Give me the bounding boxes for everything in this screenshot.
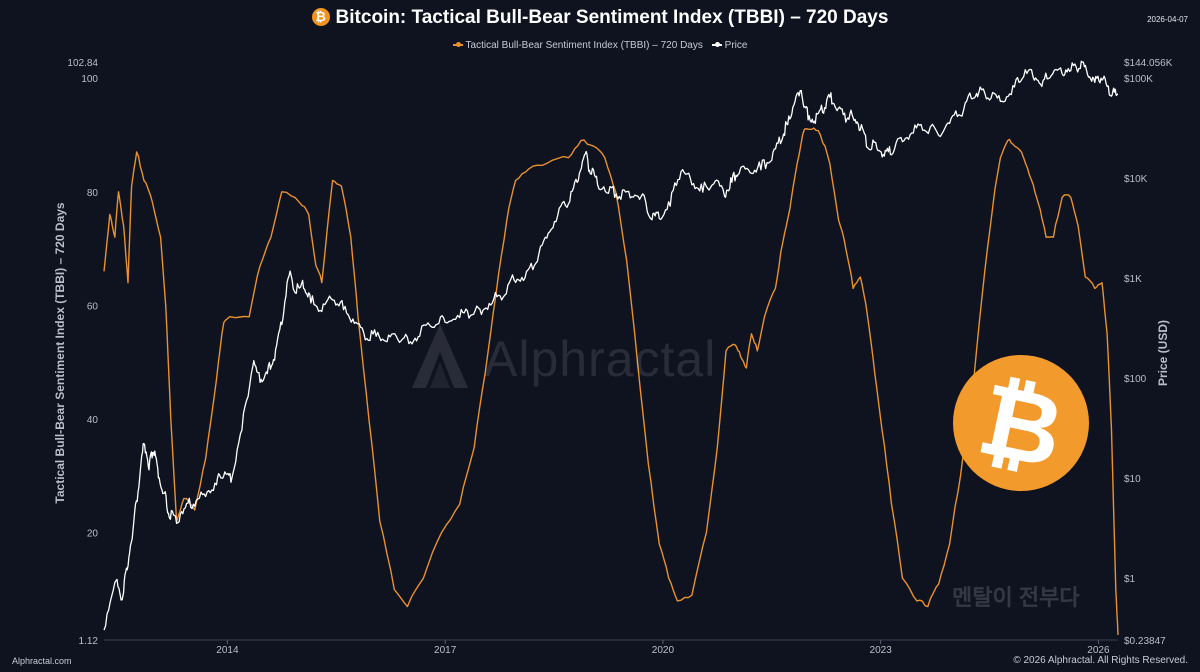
x-axis: 2014 2017 2020 2023 2026 bbox=[104, 639, 1118, 656]
korean-watermark: 멘탈이 전부다 bbox=[952, 585, 1080, 610]
x-tick-label: 2020 bbox=[652, 645, 675, 656]
footer-source: Alphractal.com bbox=[12, 656, 72, 666]
left-tick-label: 100 bbox=[81, 74, 98, 85]
legend-marker-tbbi bbox=[452, 42, 463, 48]
left-axis: 1.12 20 40 60 80 100 102.84 bbox=[67, 58, 98, 647]
left-tick-label: 102.84 bbox=[67, 58, 98, 69]
right-tick-label: $100 bbox=[1124, 374, 1147, 385]
x-tick-label: 2014 bbox=[216, 645, 239, 656]
left-tick-label: 60 bbox=[87, 301, 99, 312]
legend: Tactical Bull-Bear Sentiment Index (TBBI… bbox=[0, 40, 1200, 51]
x-tick-label: 2026 bbox=[1087, 645, 1110, 656]
legend-marker-price bbox=[711, 42, 722, 48]
right-axis-label: Price (USD) bbox=[1156, 320, 1170, 386]
tbbi-series-line bbox=[103, 127, 1119, 636]
left-tick-label: 40 bbox=[87, 415, 99, 426]
right-tick-label: $1 bbox=[1124, 574, 1136, 585]
right-tick-label: $144.056K bbox=[1124, 58, 1173, 69]
legend-label-price: Price bbox=[724, 40, 748, 51]
alphractal-logo-icon bbox=[412, 324, 468, 388]
x-tick-label: 2023 bbox=[870, 645, 893, 656]
right-tick-label: $10K bbox=[1124, 174, 1148, 185]
date-label: 2026-04-07 bbox=[1147, 15, 1188, 24]
watermark: Alphractal bbox=[410, 322, 716, 390]
right-tick-label: $0.23847 bbox=[1124, 636, 1166, 647]
right-tick-label: $100K bbox=[1124, 74, 1153, 85]
left-tick-label: 80 bbox=[87, 188, 99, 199]
footer-copyright: © 2026 Alphractal. All Rights Reserved. bbox=[1013, 655, 1188, 666]
legend-item-tbbi[interactable]: Tactical Bull-Bear Sentiment Index (TBBI… bbox=[452, 40, 703, 51]
right-tick-label: $1K bbox=[1124, 274, 1142, 285]
watermark-text: Alphractal bbox=[484, 331, 717, 387]
left-tick-label: 1.12 bbox=[79, 636, 99, 647]
right-tick-label: $10 bbox=[1124, 474, 1141, 485]
series-layer bbox=[103, 60, 1119, 636]
x-tick-label: 2017 bbox=[434, 645, 457, 656]
right-axis: $0.23847 $1 $10 $100 $1K $10K $100K $144.056K bbox=[1124, 58, 1173, 647]
left-axis-label: Tactical Bull-Bear Sentiment Index (TBBI… bbox=[53, 202, 67, 504]
bitcoin-icon: ₿ bbox=[311, 8, 330, 26]
price-series-line bbox=[103, 60, 1119, 631]
left-tick-label: 20 bbox=[87, 529, 99, 540]
legend-label-tbbi: Tactical Bull-Bear Sentiment Index (TBBI… bbox=[465, 40, 703, 51]
title-text: Bitcoin: Tactical Bull-Bear Sentiment In… bbox=[335, 7, 889, 28]
page-title: ₿ Bitcoin: Tactical Bull-Bear Sentiment I… bbox=[0, 7, 1200, 29]
bitcoin-logo-icon: ₿ bbox=[953, 355, 1089, 491]
legend-item-price[interactable]: Price bbox=[711, 40, 748, 51]
